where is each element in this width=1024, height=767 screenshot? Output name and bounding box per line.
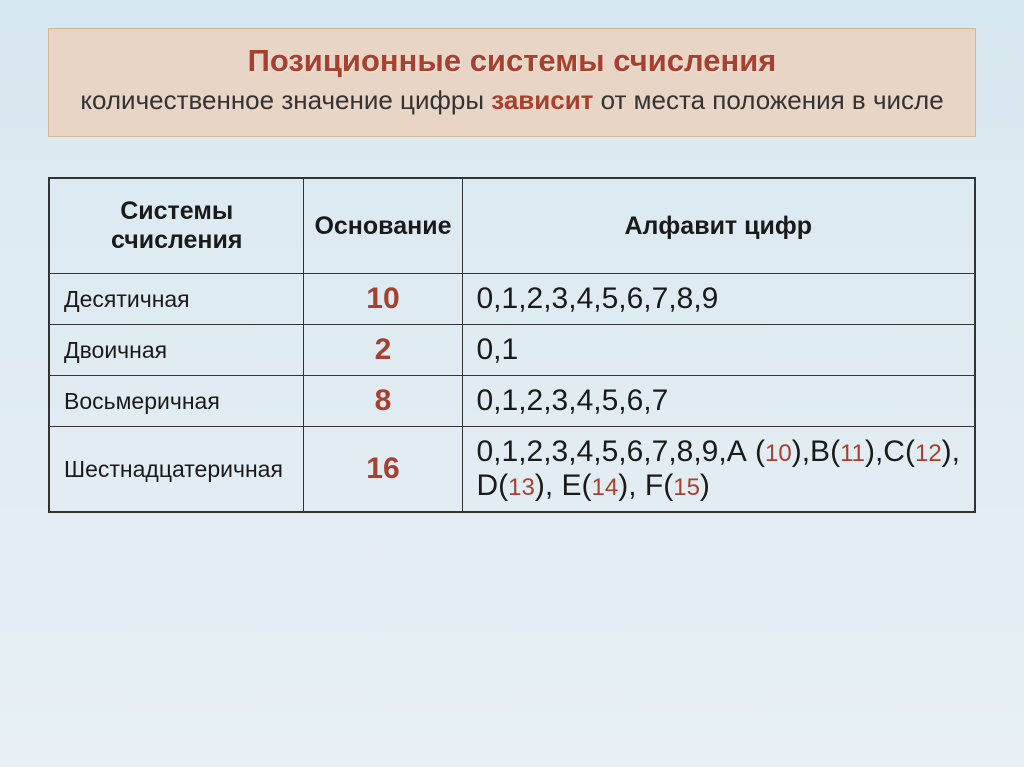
table-row: Восьмеричная 8 0,1,2,3,4,5,6,7 — [49, 376, 975, 427]
system-alphabet: 0,1,2,3,4,5,6,7,8,9 — [462, 274, 975, 325]
number-systems-table: Системы счисления Основание Алфавит цифр… — [48, 177, 976, 513]
header-systems: Системы счисления — [49, 178, 304, 274]
system-alphabet: 0,1,2,3,4,5,6,7 — [462, 376, 975, 427]
system-name: Шестнадцатеричная — [49, 427, 304, 513]
header-base: Основание — [304, 178, 462, 274]
subtitle-before: количественное значение цифры — [80, 85, 491, 115]
system-alphabet: 0,1 — [462, 325, 975, 376]
table-header-row: Системы счисления Основание Алфавит цифр — [49, 178, 975, 274]
system-name: Десятичная — [49, 274, 304, 325]
subtitle-after: от места положения в числе — [593, 85, 943, 115]
hex-value: 14 — [592, 474, 619, 501]
system-base: 8 — [304, 376, 462, 427]
subtitle: количественное значение цифры зависит от… — [69, 83, 955, 118]
system-base: 10 — [304, 274, 462, 325]
hex-prefix: 0,1,2,3,4,5,6,7,8,9,A ( — [477, 435, 766, 468]
system-name: Двоичная — [49, 325, 304, 376]
page-title: Позиционные системы счисления — [69, 43, 955, 79]
subtitle-highlight: зависит — [491, 85, 593, 115]
table-row: Десятичная 10 0,1,2,3,4,5,6,7,8,9 — [49, 274, 975, 325]
header-alphabet: Алфавит цифр — [462, 178, 975, 274]
table-row: Двоичная 2 0,1 — [49, 325, 975, 376]
hex-sep: ) — [700, 469, 710, 502]
system-base: 16 — [304, 427, 462, 513]
hex-value: 10 — [765, 440, 792, 467]
header-box: Позиционные системы счисления количестве… — [48, 28, 976, 137]
system-base: 2 — [304, 325, 462, 376]
hex-sep: ),B( — [792, 435, 840, 468]
hex-sep: ),C( — [865, 435, 915, 468]
hex-value: 12 — [915, 440, 942, 467]
hex-sep: ), F( — [618, 469, 673, 502]
system-name: Восьмеричная — [49, 376, 304, 427]
table-row: Шестнадцатеричная 16 0,1,2,3,4,5,6,7,8,9… — [49, 427, 975, 513]
hex-value: 15 — [673, 474, 700, 501]
hex-value: 11 — [840, 440, 865, 467]
hex-sep: ), E( — [535, 469, 592, 502]
system-alphabet-hex: 0,1,2,3,4,5,6,7,8,9,A (10),B(11),C(12 ), … — [462, 427, 975, 513]
hex-value: 13 — [508, 474, 535, 501]
